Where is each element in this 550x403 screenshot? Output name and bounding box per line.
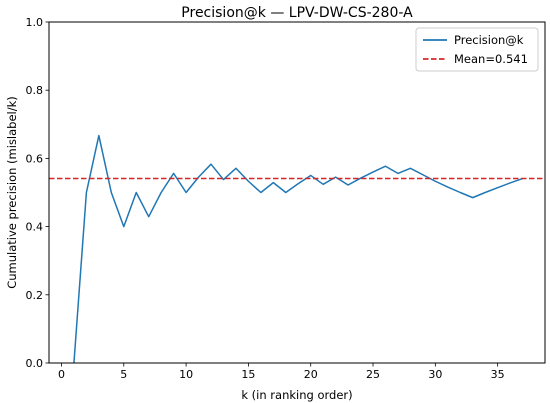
y-tick-label: 0.2 (26, 289, 44, 302)
x-tick-label: 5 (120, 368, 127, 381)
x-tick-label: 25 (366, 368, 380, 381)
x-tick-label: 10 (179, 368, 193, 381)
x-tick-label: 30 (428, 368, 442, 381)
y-tick-label: 0.4 (26, 221, 44, 234)
x-axis: 0 5 10 15 20 25 30 35 (58, 363, 505, 381)
chart-title: Precision@k — LPV-DW-CS-280-A (181, 5, 413, 21)
x-tick-label: 0 (58, 368, 65, 381)
x-tick-label: 15 (241, 368, 255, 381)
axes-frame (48, 21, 546, 364)
y-tick-label: 0.6 (26, 152, 44, 165)
plot-area (49, 134, 545, 363)
legend: Precision@k Mean=0.541 (415, 27, 539, 72)
y-axis-label: Cumulative precision (mislabel/k) (5, 96, 19, 289)
legend-box (415, 27, 539, 72)
legend-label-mean: Mean=0.541 (454, 52, 528, 66)
series-line-0 (73, 134, 523, 363)
legend-label-precision: Precision@k (454, 33, 524, 47)
x-tick-label: 20 (304, 368, 318, 381)
x-axis-label: k (in ranking order) (241, 388, 352, 402)
y-axis: 0.0 0.2 0.4 0.6 0.8 1.0 (26, 16, 49, 370)
y-tick-label: 1.0 (26, 16, 44, 29)
x-tick-label: 35 (491, 368, 505, 381)
y-tick-label: 0.0 (26, 357, 44, 370)
y-tick-label: 0.8 (26, 84, 44, 97)
